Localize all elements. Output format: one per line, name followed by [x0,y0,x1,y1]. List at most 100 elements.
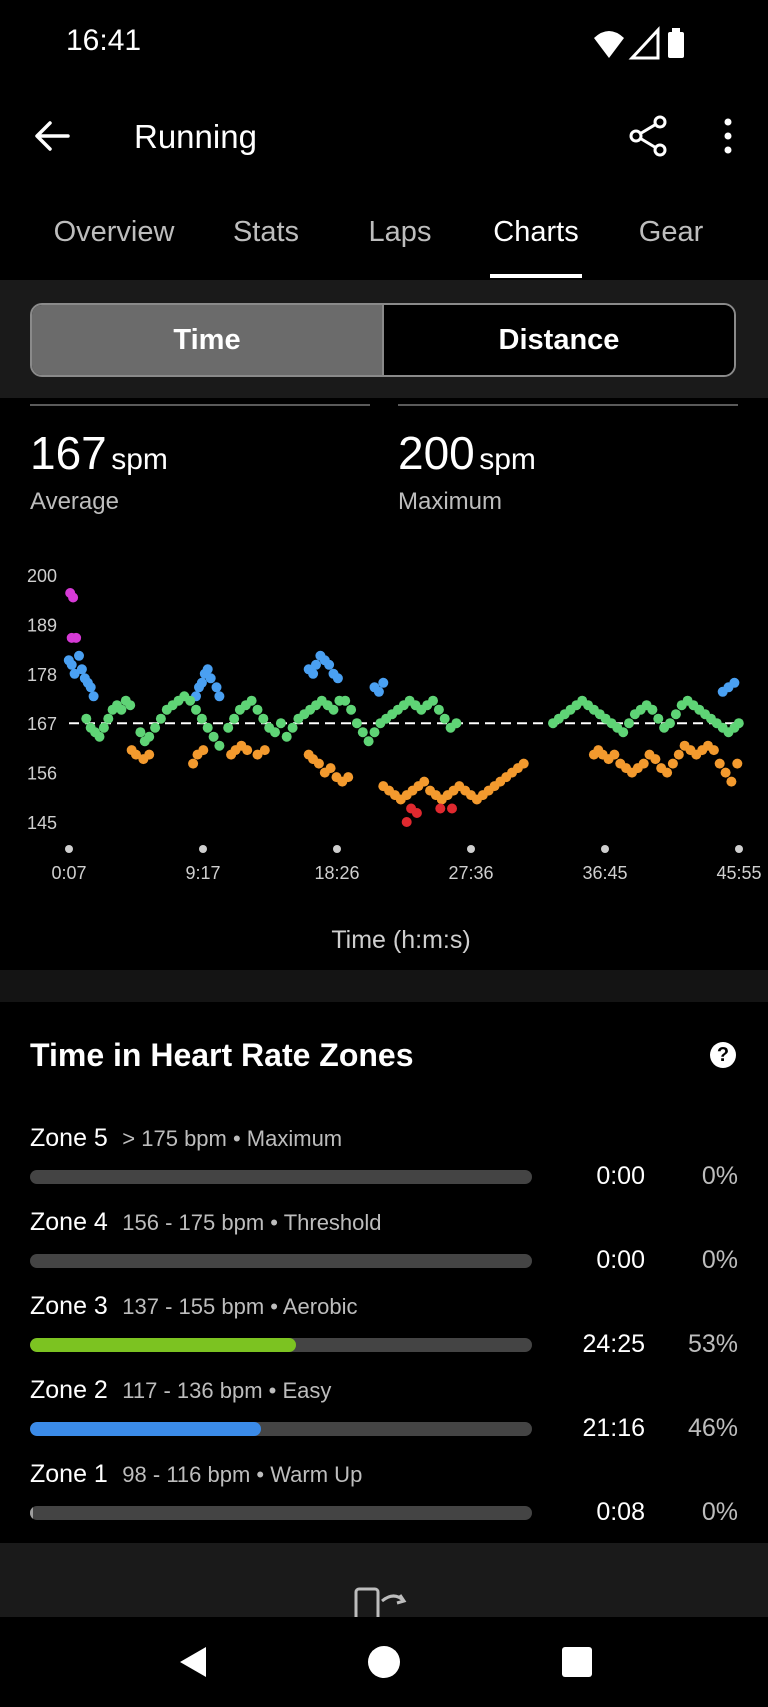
data-point-red [447,803,457,814]
data-point-orange [708,745,719,756]
segment-distance[interactable]: Distance [382,305,734,375]
data-point-orange [242,745,253,756]
data-point-blue [211,682,222,693]
tab-laps[interactable]: Laps [368,216,432,248]
segment-time[interactable]: Time [32,305,382,375]
data-point-green [155,713,166,724]
zone-time: 24:25 [582,1330,645,1358]
bottom-card [0,1543,768,1617]
zone-name: Zone 5 [30,1124,108,1152]
data-point-green [665,718,675,729]
data-point-orange [714,758,725,769]
tab-gear[interactable]: Gear [638,216,704,248]
data-point-orange [720,767,731,778]
x-tick-dot [467,845,475,853]
section-separator [0,970,768,1002]
help-icon[interactable]: ? [710,1042,736,1068]
device-sync-icon [354,1587,407,1617]
nav-back-icon[interactable] [174,1643,212,1681]
data-point-green [369,727,380,738]
data-point-green [363,736,374,747]
zone-time: 0:00 [596,1162,645,1190]
zone-name: Zone 2 [30,1376,108,1404]
data-point-orange [638,758,649,769]
zone-progress-fill [30,1422,261,1436]
data-point-green [647,704,658,715]
data-point-orange [259,745,270,756]
data-point-green [439,713,450,724]
data-point-blue [205,673,216,684]
data-point-green [103,713,114,724]
data-point-orange [252,749,263,760]
x-tick-dot [601,845,609,853]
zone-progress-fill [30,1506,33,1520]
zone-name: Zone 4 [30,1208,108,1236]
data-point-orange [131,749,141,760]
data-point-purple [71,632,82,643]
x-tick-dot [735,845,743,853]
nav-recents-icon[interactable] [558,1643,596,1681]
zone-percent: 0% [701,1246,738,1274]
data-point-orange [732,758,743,769]
data-point-green [150,722,161,733]
data-point-green [618,727,629,738]
data-point-orange [673,749,684,760]
chart-x-axis-title: Time (h:m:s) [331,926,471,954]
share-icon[interactable] [624,112,672,160]
data-point-green [125,700,136,711]
data-point-blue [202,664,213,675]
data-point-red [435,803,446,814]
data-point-blue [74,650,84,661]
more-vert-icon[interactable] [704,112,752,160]
tab-bar: Overview Stats Laps Charts Gear [0,196,768,280]
cadence-chart[interactable]: 200 189 178 167 156 145 0:07 9:17 18:26 27:36 36:… [0,550,768,890]
data-point-purple [68,592,79,603]
x-tick-label: 18:26 [314,863,359,883]
zone-progress-bar [30,1338,532,1352]
battery-icon [668,28,684,58]
data-point-blue [214,691,225,702]
y-tick-label: 189 [27,615,57,635]
data-point-green [351,718,362,729]
data-point-green [451,718,462,729]
data-point-orange [726,776,737,787]
page-title: Running [134,118,257,155]
data-point-blue [88,691,99,702]
back-arrow-icon[interactable] [28,112,76,160]
data-point-green [258,713,269,724]
data-point-blue [717,686,728,697]
nav-home-icon[interactable] [365,1643,403,1681]
data-point-green [229,713,240,724]
y-tick-label: 145 [27,813,57,833]
tab-overview[interactable]: Overview [53,216,175,248]
data-point-green [433,704,444,715]
data-point-blue [373,686,384,697]
data-point-green [275,718,286,729]
data-point-green [214,740,225,751]
zone-row: Zone 3 137 - 155 bpm • Aerobic 24:25 53% [0,1290,768,1370]
data-point-blue [308,668,319,679]
data-point-green [287,722,298,733]
tab-stats[interactable]: Stats [232,216,300,248]
divider [398,404,738,406]
data-point-orange [313,758,324,769]
data-point-green [196,713,207,724]
data-point-orange [325,763,336,774]
data-point-blue [332,673,343,684]
zone-progress-fill [30,1338,297,1352]
average-unit: spm [111,443,168,476]
x-tick-label: 45:55 [716,863,761,883]
zones-title: Time in Heart Rate Zones [30,1037,414,1073]
x-tick-label: 36:45 [582,863,627,883]
average-stat: 167 spm [30,426,168,480]
tab-charts[interactable]: Charts [493,216,579,248]
data-point-green [246,695,257,706]
status-icons [594,26,684,60]
data-point-green [624,718,634,729]
data-point-blue [66,659,77,670]
data-point-green [270,727,280,738]
data-point-blue [85,682,96,693]
maximum-stat: 200 spm [398,426,536,480]
data-point-red [411,808,422,818]
x-tick-dot [199,845,207,853]
